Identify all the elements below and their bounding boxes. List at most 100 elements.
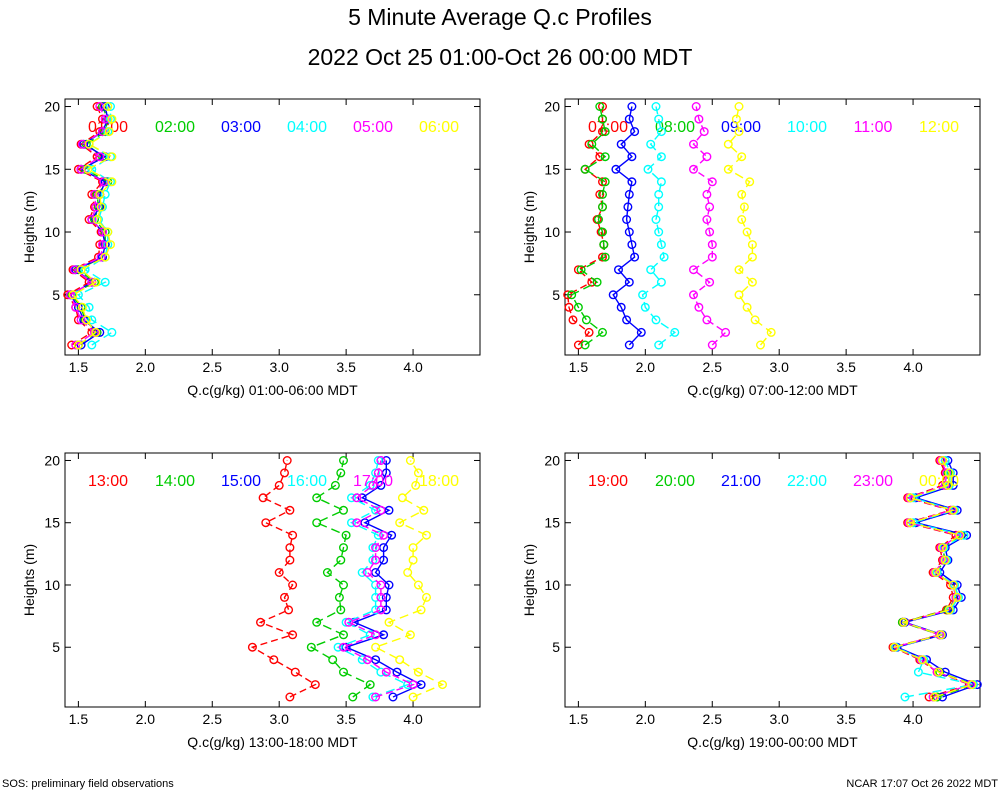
legend-label: 21:00 — [721, 473, 761, 490]
data-point — [747, 240, 757, 250]
data-point — [689, 290, 699, 300]
plot-frame — [564, 98, 981, 356]
data-point — [97, 227, 107, 237]
data-point — [67, 340, 77, 350]
data-point — [330, 480, 340, 490]
series-line — [344, 460, 423, 698]
data-point — [654, 340, 664, 350]
data-point — [948, 580, 958, 590]
data-point — [938, 456, 948, 466]
data-point — [408, 543, 418, 553]
series-line — [692, 106, 727, 346]
data-point — [905, 493, 915, 503]
data-point — [580, 340, 590, 350]
data-point — [955, 530, 965, 540]
data-point — [584, 327, 594, 337]
data-point — [643, 164, 653, 174]
data-point — [595, 189, 605, 199]
data-point — [107, 327, 117, 337]
data-point — [77, 139, 87, 149]
panel-2: 1.5 2.0 2.5 3.0 3.5 4.0 5 10 15 20 Q.c(g/kg) 07:00… — [521, 98, 981, 398]
chart-subtitle: 2022 Oct 25 01:00-Oct 26 00:00 MDT — [307, 44, 693, 70]
y-tick-label: 20 — [44, 452, 60, 468]
data-point — [624, 340, 634, 350]
data-point — [87, 340, 97, 350]
data-point — [322, 568, 332, 578]
data-point — [376, 456, 386, 466]
data-point — [65, 290, 75, 300]
data-point — [651, 101, 661, 111]
data-point — [599, 240, 609, 250]
data-point — [656, 277, 666, 287]
data-point — [564, 302, 574, 312]
legend-label: 20:00 — [655, 473, 695, 490]
x-axis-label: Q.c(g/kg) 01:00-06:00 MDT — [187, 382, 358, 398]
x-tick-label: 2.0 — [136, 711, 156, 727]
x-tick-label: 2.5 — [703, 359, 723, 375]
data-point — [288, 530, 298, 540]
data-point — [76, 315, 86, 325]
data-point — [598, 127, 608, 137]
data-point — [105, 240, 115, 250]
series-1600: 16:00 — [287, 456, 413, 702]
legend-label: 17:00 — [353, 473, 393, 490]
data-point — [76, 265, 86, 275]
series-1200: 12:00 — [723, 101, 959, 350]
data-point — [670, 327, 680, 337]
data-point — [938, 543, 948, 553]
data-point — [646, 265, 656, 275]
data-point — [285, 505, 295, 515]
data-point — [624, 189, 634, 199]
data-point — [940, 555, 950, 565]
x-tick-label: 4.0 — [903, 359, 923, 375]
x-tick-label: 3.0 — [269, 359, 289, 375]
series-1700: 17:00 — [339, 456, 418, 702]
data-point — [71, 302, 81, 312]
data-point — [103, 101, 113, 111]
x-tick-label: 4.0 — [403, 359, 423, 375]
data-point — [956, 592, 966, 602]
data-point — [100, 240, 110, 250]
data-point — [376, 505, 386, 515]
data-point — [312, 493, 322, 503]
data-point — [371, 543, 381, 553]
data-point — [944, 605, 954, 615]
data-point — [580, 164, 590, 174]
data-point — [600, 127, 610, 137]
legend-label: 10:00 — [787, 119, 827, 136]
data-point — [419, 505, 429, 515]
data-point — [103, 227, 113, 237]
data-point — [76, 164, 86, 174]
data-point — [734, 290, 744, 300]
data-point — [646, 139, 656, 149]
data-point — [395, 518, 405, 528]
data-point — [594, 214, 604, 224]
data-point — [616, 302, 626, 312]
data-point — [723, 164, 733, 174]
data-point — [285, 692, 295, 702]
data-point — [721, 327, 731, 337]
data-point — [339, 667, 349, 677]
data-point — [756, 340, 766, 350]
y-tick-label: 15 — [544, 161, 560, 177]
data-point — [656, 240, 666, 250]
data-point — [622, 315, 632, 325]
data-point — [600, 252, 610, 262]
series-1400: 14:00 — [155, 456, 375, 702]
legend-label: 05:00 — [353, 119, 393, 136]
series-line — [892, 460, 975, 698]
series-line — [612, 106, 643, 346]
data-point — [91, 327, 101, 337]
data-point — [408, 680, 418, 690]
data-point — [288, 630, 298, 640]
data-point — [654, 114, 664, 124]
x-axis-label: Q.c(g/kg) 19:00-00:00 MDT — [687, 734, 858, 750]
y-tick-label: 10 — [544, 577, 560, 593]
series-2300: 23:00 — [853, 456, 976, 702]
data-point — [69, 265, 79, 275]
data-point — [100, 189, 110, 199]
data-point — [376, 580, 386, 590]
data-point — [723, 139, 733, 149]
data-point — [403, 568, 413, 578]
data-point — [651, 315, 661, 325]
